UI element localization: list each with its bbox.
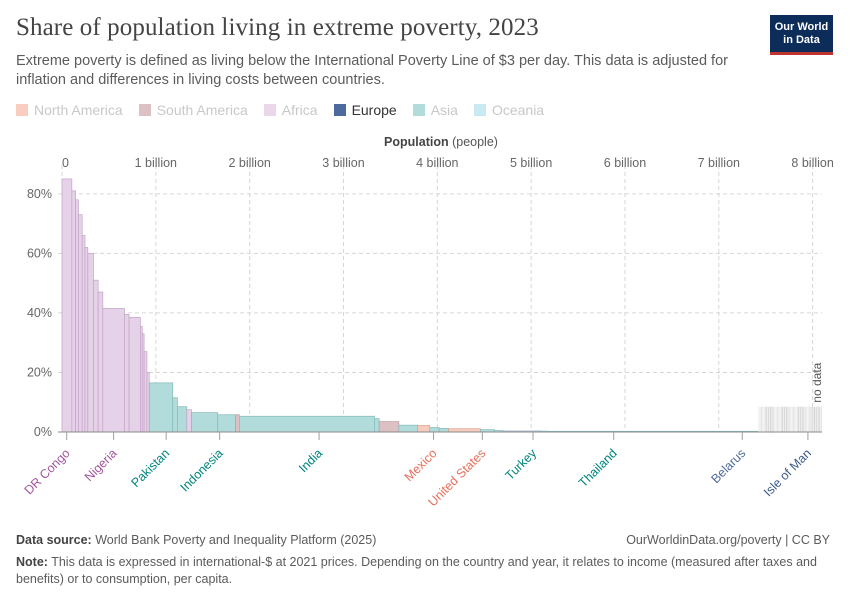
bar: [148, 382, 174, 433]
country-label: India: [296, 446, 325, 475]
country-label: Belarus: [708, 446, 748, 486]
country-label: Thailand: [576, 446, 620, 490]
no-data-region: no data: [758, 362, 824, 432]
country-label: Turkey: [503, 446, 540, 483]
legend-label: North America: [34, 102, 123, 118]
bar: [217, 414, 236, 433]
legend-label: South America: [156, 102, 248, 118]
country-label: Indonesia: [178, 446, 226, 494]
bar: [172, 397, 178, 433]
bar: [143, 351, 148, 433]
bar: [81, 235, 86, 433]
bar: [124, 314, 130, 433]
legend-swatch: [16, 104, 28, 116]
bar: [378, 421, 400, 433]
legend-swatch: [263, 104, 276, 116]
bars: [61, 178, 774, 433]
data-source-label: Data source:: [16, 533, 92, 547]
legend-label: Europe: [351, 102, 397, 118]
legend-item-south-america[interactable]: South America: [138, 102, 248, 118]
logo-line-1: Our World: [774, 20, 829, 33]
bar: [102, 308, 125, 433]
country-labels: DR Congo Nigeria Pakistan Indonesia India Mex…: [22, 432, 814, 509]
legend-item-asia[interactable]: Asia: [412, 102, 458, 118]
legend-swatch: [138, 104, 151, 116]
x-tick-label: 2 billion: [228, 156, 270, 170]
legend-swatch: [333, 104, 346, 116]
bar: [177, 406, 188, 433]
note-text: This data is expressed in international-…: [16, 555, 817, 586]
legend-item-africa[interactable]: Africa: [263, 102, 318, 118]
legend-item-north-america[interactable]: North America: [16, 102, 123, 118]
legend-item-oceania[interactable]: Oceania: [473, 102, 545, 118]
x-axis-title: Population (people): [384, 135, 498, 149]
legend: North America South America Africa Europ…: [16, 102, 544, 118]
y-tick-label: 80%: [27, 187, 52, 201]
country-label: Isle of Man: [761, 446, 814, 499]
country-label: DR Congo: [22, 446, 73, 497]
no-data-label: no data: [810, 362, 824, 402]
note-label: Note:: [16, 555, 48, 569]
bar: [438, 428, 449, 433]
bar: [398, 424, 418, 433]
bar: [128, 317, 141, 433]
bar: [71, 190, 76, 433]
x-tick-label: 3 billion: [322, 156, 364, 170]
axes: Population (people) 0 1 billion 2 billion 3 …: [27, 135, 834, 439]
legend-label: Africa: [281, 102, 318, 118]
y-tick-label: 0%: [34, 425, 52, 439]
bar: [374, 418, 380, 433]
country-label: Pakistan: [128, 446, 172, 490]
x-tick-label: 5 billion: [510, 156, 552, 170]
legend-label: Asia: [430, 102, 458, 118]
x-tick-label: 7 billion: [698, 156, 740, 170]
x-tick-label: 1 billion: [135, 156, 177, 170]
source-url[interactable]: OurWorldinData.org/poverty | CC BY: [626, 533, 830, 547]
gridlines: [58, 165, 822, 432]
y-tick-label: 20%: [27, 365, 52, 379]
bar: [146, 372, 150, 433]
data-source-text[interactable]: World Bank Poverty and Inequality Platfo…: [95, 533, 377, 547]
poverty-marimekko-chart: no data Population (people) 0 1 billion 2 b…: [22, 135, 834, 509]
bar: [429, 427, 440, 433]
legend-label: Oceania: [491, 102, 545, 118]
logo-line-2: in Data: [783, 33, 820, 46]
bar: [186, 409, 192, 433]
bar: [97, 291, 104, 433]
bar: [78, 214, 83, 433]
country-label: Mexico: [402, 446, 440, 484]
bar: [93, 279, 99, 433]
legend-item-europe[interactable]: Europe: [333, 102, 397, 118]
x-tick-label: 8 billion: [791, 156, 833, 170]
chart-title: Share of population living in extreme po…: [16, 14, 539, 41]
bar: [87, 253, 94, 433]
legend-swatch: [473, 104, 486, 116]
bar: [191, 412, 219, 433]
y-tick-label: 60%: [27, 246, 52, 260]
legend-swatch: [412, 104, 425, 116]
y-tick-label: 40%: [27, 306, 52, 320]
owid-logo[interactable]: Our World in Data: [770, 15, 833, 55]
bar: [238, 415, 375, 433]
chart-subtitle: Extreme poverty is defined as living bel…: [16, 53, 728, 88]
country-label: Nigeria: [82, 446, 120, 484]
bar: [61, 178, 73, 433]
chart-note: Note: This data is expressed in internat…: [16, 554, 826, 588]
x-tick-label: 6 billion: [604, 156, 646, 170]
bar: [75, 199, 79, 433]
bar: [417, 425, 431, 433]
bar: [84, 247, 89, 433]
bar: [235, 414, 240, 433]
x-tick-label: 0: [62, 156, 69, 170]
data-source: Data source: World Bank Poverty and Ineq…: [16, 533, 376, 547]
x-tick-label: 4 billion: [416, 156, 458, 170]
